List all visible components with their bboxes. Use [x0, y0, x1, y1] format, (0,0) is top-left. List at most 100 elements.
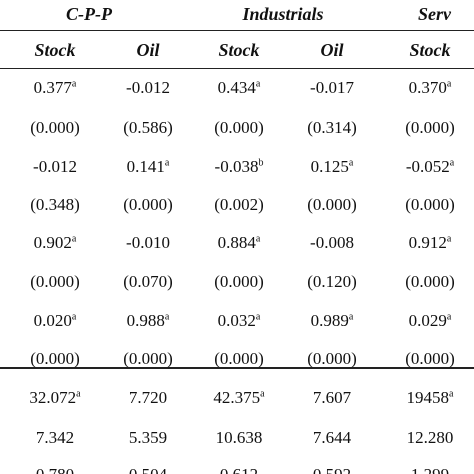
- cell-value: (0.000): [30, 349, 80, 368]
- significance-marker: a: [71, 311, 77, 323]
- table-cell: (0.314): [286, 116, 378, 140]
- cell-value: 7.342: [35, 428, 75, 447]
- table-cell: (0.000): [384, 270, 474, 294]
- table-cell: 0.370a: [384, 76, 474, 100]
- table-cell: (0.000): [193, 116, 285, 140]
- significance-marker: a: [164, 157, 170, 169]
- cell-value: (0.000): [123, 349, 173, 368]
- table-cell: (0.000): [286, 193, 378, 217]
- cell-value: 0.377: [33, 78, 72, 97]
- cell-value: (0.000): [405, 349, 455, 368]
- table-cell: -0.052a: [384, 155, 474, 179]
- table-cell: (0.070): [102, 270, 194, 294]
- significance-marker: a: [260, 388, 265, 400]
- table-cell: (0.000): [384, 116, 474, 140]
- table-cell: 0.989a: [286, 309, 378, 333]
- cell-value: (0.070): [123, 272, 173, 291]
- rule-top: [0, 30, 474, 31]
- table-cell: 7.607: [286, 386, 378, 410]
- cell-value: 0.370: [408, 78, 447, 97]
- cell-value: 0.592: [313, 465, 351, 474]
- cell-value: 5.359: [128, 428, 168, 447]
- table-cell: 0.377a: [9, 76, 101, 100]
- table-cell: 7.342: [9, 426, 101, 450]
- cell-value: (0.120): [307, 272, 357, 291]
- table-cell: (0.000): [9, 347, 101, 371]
- cell-value: -0.008: [310, 233, 354, 252]
- cell-value: 0.020: [33, 311, 72, 330]
- table-cell: 32.072a: [9, 386, 101, 410]
- subheader-stock: Stock: [218, 40, 260, 60]
- table-cell: 19458a: [384, 386, 474, 410]
- significance-marker: a: [255, 311, 261, 323]
- cell-value: (0.000): [214, 272, 264, 291]
- cell-value: (0.348): [30, 195, 80, 214]
- significance-marker: a: [446, 233, 452, 245]
- table-cell: (0.000): [9, 116, 101, 140]
- cell-value: 0.125: [310, 157, 349, 176]
- table-cell: (0.000): [102, 347, 194, 371]
- table-cell: 7.720: [102, 386, 194, 410]
- table-cell: 0.029a: [384, 309, 474, 333]
- cell-value: (0.000): [307, 195, 357, 214]
- table-cell: 10.638: [193, 426, 285, 450]
- table-cell: 0.884a: [193, 231, 285, 255]
- table-cell: 0.780: [9, 463, 101, 474]
- table-cell: (0.000): [286, 347, 378, 371]
- cell-value: (0.000): [214, 118, 264, 137]
- cell-value: 12.280: [406, 428, 454, 447]
- cell-value: (0.000): [30, 272, 80, 291]
- table-cell: (0.120): [286, 270, 378, 294]
- cell-value: 0.780: [36, 465, 74, 474]
- cell-value: -0.038: [214, 157, 259, 176]
- cell-value: 7.720: [128, 388, 168, 407]
- subheader-stock: Stock: [409, 40, 451, 60]
- significance-marker: b: [258, 157, 264, 169]
- cell-value: 0.902: [33, 233, 72, 252]
- cell-value: -0.017: [310, 78, 354, 97]
- table-cell: 0.434a: [193, 76, 285, 100]
- table-cell: 42.375a: [193, 386, 285, 410]
- cell-value: 0.504: [129, 465, 167, 474]
- significance-marker: a: [255, 78, 261, 90]
- table-cell: (0.000): [193, 270, 285, 294]
- table-cell: 0.032a: [193, 309, 285, 333]
- cell-value: 7.607: [312, 388, 352, 407]
- significance-marker: a: [255, 233, 261, 245]
- cell-value: 0.989: [310, 311, 349, 330]
- cell-value: (0.000): [214, 349, 264, 368]
- table-cell: 5.359: [102, 426, 194, 450]
- group-header-services: Serv: [418, 4, 451, 24]
- cell-value: 0.912: [408, 233, 447, 252]
- table-cell: 12.280: [384, 426, 474, 450]
- significance-marker: a: [449, 157, 455, 169]
- cell-value: -0.012: [33, 157, 77, 176]
- cell-value: (0.314): [307, 118, 357, 137]
- group-header-cpp: C-P-P: [66, 4, 112, 24]
- subheader-stock: Stock: [34, 40, 76, 60]
- cell-value: 0.884: [217, 233, 256, 252]
- cell-value: 42.375: [213, 388, 261, 407]
- table-cell: -0.012: [9, 155, 101, 179]
- table-cell: 0.141a: [102, 155, 194, 179]
- significance-marker: a: [76, 388, 81, 400]
- table-cell: 0.125a: [286, 155, 378, 179]
- cell-value: (0.000): [405, 272, 455, 291]
- cell-value: 0.032: [217, 311, 256, 330]
- cell-value: -0.052: [405, 157, 450, 176]
- subheader-oil: Oil: [136, 40, 160, 60]
- table-cell: -0.012: [102, 76, 194, 100]
- significance-marker: a: [446, 311, 452, 323]
- table-cell: 0.612: [193, 463, 285, 474]
- rule-above-statistics: [0, 367, 474, 369]
- rule-below-subheaders: [0, 68, 474, 69]
- table-cell: (0.586): [102, 116, 194, 140]
- table-cell: -0.038b: [193, 155, 285, 179]
- table-cell: 0.988a: [102, 309, 194, 333]
- table-cell: -0.017: [286, 76, 378, 100]
- significance-marker: a: [348, 157, 354, 169]
- cell-value: 0.141: [126, 157, 165, 176]
- cell-value: 32.072: [29, 388, 77, 407]
- cell-value: 19458: [406, 388, 450, 407]
